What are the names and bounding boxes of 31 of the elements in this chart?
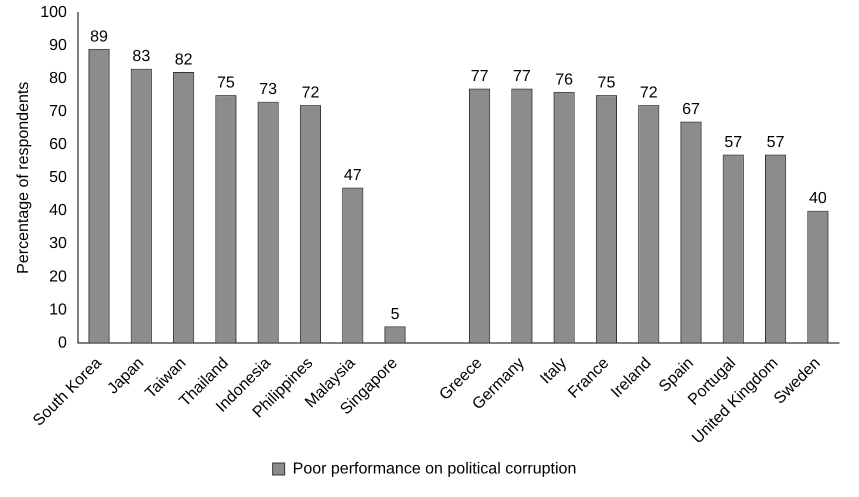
data-label: 76 (555, 71, 574, 88)
y-axis-title: Percentage of respondents (15, 82, 32, 274)
data-label: 82 (174, 51, 193, 68)
y-tick-label: 40 (49, 202, 67, 220)
y-tick-label: 0 (58, 334, 67, 352)
data-label: 67 (682, 101, 700, 118)
data-label: 5 (390, 306, 400, 323)
data-label: 57 (766, 134, 785, 152)
y-tick-label: 70 (49, 103, 67, 120)
y-tick-label: 90 (49, 37, 67, 54)
y-tick-label: 10 (49, 301, 67, 318)
data-label: 77 (512, 68, 531, 85)
y-tick-label: 30 (49, 235, 67, 252)
y-tick-label: 50 (49, 169, 67, 186)
y-tick-label: 60 (49, 136, 67, 154)
legend-label: Poor performance on political corruption (292, 460, 576, 478)
data-label: 77 (470, 68, 489, 85)
data-label: 75 (598, 74, 616, 92)
x-tick-label: Italy (537, 354, 570, 388)
y-tick-label: 20 (49, 268, 67, 286)
data-label: 83 (132, 48, 150, 66)
data-label: 72 (302, 84, 320, 102)
y-tick-label: 100 (40, 4, 67, 22)
data-label: 72 (640, 84, 658, 102)
data-label: 73 (259, 81, 278, 98)
data-label: 57 (724, 134, 742, 152)
data-label: 47 (344, 167, 362, 184)
y-tick-label: 80 (49, 70, 67, 88)
data-label: 89 (90, 28, 108, 46)
data-label: 75 (216, 74, 235, 92)
data-label: 40 (808, 190, 827, 208)
